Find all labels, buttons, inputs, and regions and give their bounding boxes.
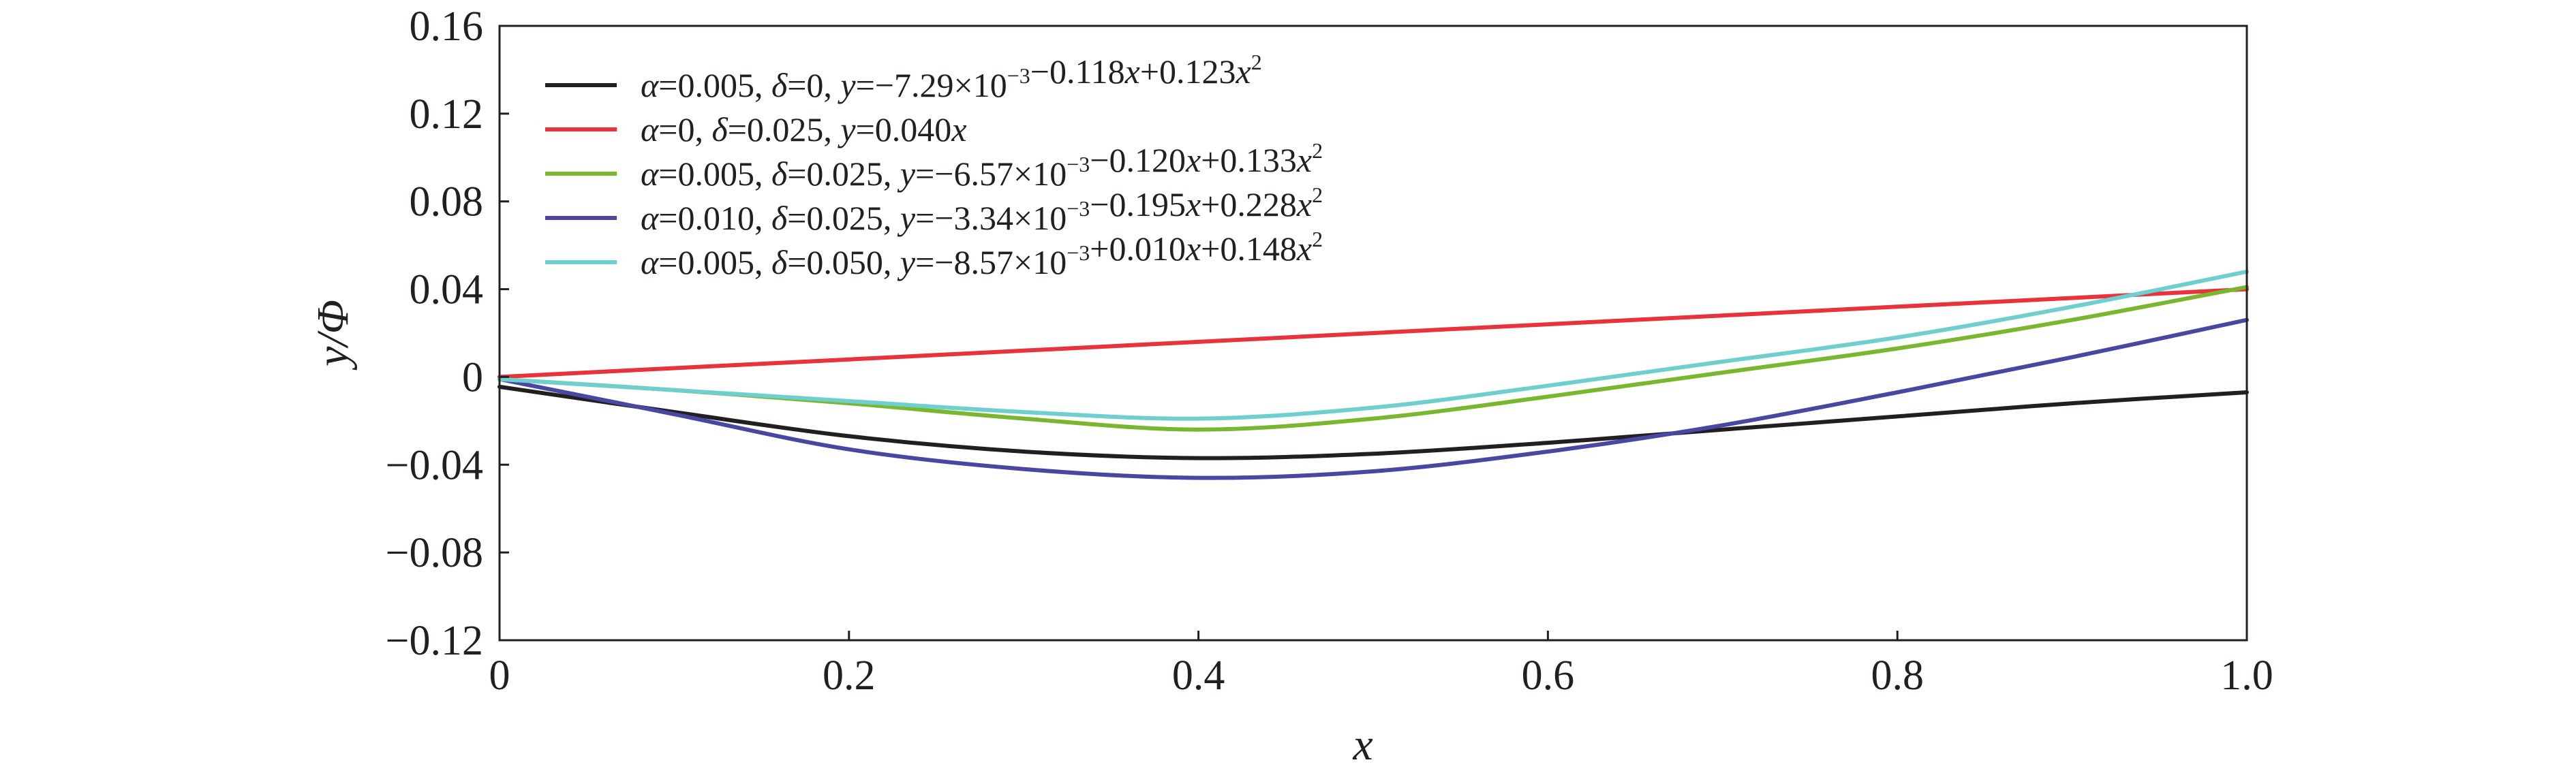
legend-entry-3: α=0.005, δ=0.025, y=−6.57×10−3−0.120x+0.… [545,138,1323,193]
x-tick-label: 0.4 [1172,652,1225,699]
legend-entry-2: α=0, δ=0.025, y=0.040x [545,110,967,148]
y-tick-label: −0.08 [386,530,483,576]
series-lines [497,269,2249,480]
legend-entry-5: α=0.005, δ=0.050, y=−8.57×10−3+0.010x+0.… [545,227,1323,281]
y-tick-label: 0.04 [410,267,484,313]
series-line-5 [497,269,2249,421]
x-tick-label: 0.8 [1871,652,1924,699]
series-line-4 [497,317,2249,480]
legend-label: α=0.005, δ=0.025, y=−6.57×10−3−0.120x+0.… [641,138,1323,193]
x-tick-label: 0 [489,652,510,699]
legend-label: α=0.010, δ=0.025, y=−3.34×10−3−0.195x+0.… [641,183,1323,237]
y-tick-label: −0.12 [386,618,483,664]
plot-area-frame [498,25,2248,642]
x-tick-label: 1.0 [2220,652,2273,699]
y-tick-label: 0.08 [410,179,484,225]
y-tick-label: −0.04 [386,442,483,488]
y-tick-label: 0.16 [410,3,484,50]
series-line-2 [497,287,2249,379]
x-axis-title: x [1352,720,1373,770]
legend-label: α=0.005, δ=0, y=−7.29×10−3−0.118x+0.123x… [641,50,1262,104]
legend-entry-1: α=0.005, δ=0, y=−7.29×10−3−0.118x+0.123x… [545,50,1262,104]
legend-label: α=0, δ=0.025, y=0.040x [641,110,967,148]
legend-entry-4: α=0.010, δ=0.025, y=−3.34×10−3−0.195x+0.… [545,183,1323,237]
axis-tick-labels: 0 0.2 0.4 0.6 0.8 1.0 −0.12 −0.08 −0.04 0 0.04 0.08… [386,3,2273,699]
legend: α=0.005, δ=0, y=−7.29×10−3−0.118x+0.123x… [545,50,1323,281]
x-tick-label: 0.6 [1522,652,1575,699]
legend-label: α=0.005, δ=0.050, y=−8.57×10−3+0.010x+0.… [641,227,1323,281]
y-tick-label: 0 [462,354,483,400]
y-axis-title: y/Φ [308,300,358,371]
x-tick-label: 0.2 [823,652,876,699]
axis-ticks [498,25,2248,642]
series-line-1 [497,384,2249,460]
y-tick-label: 0.12 [410,91,484,138]
